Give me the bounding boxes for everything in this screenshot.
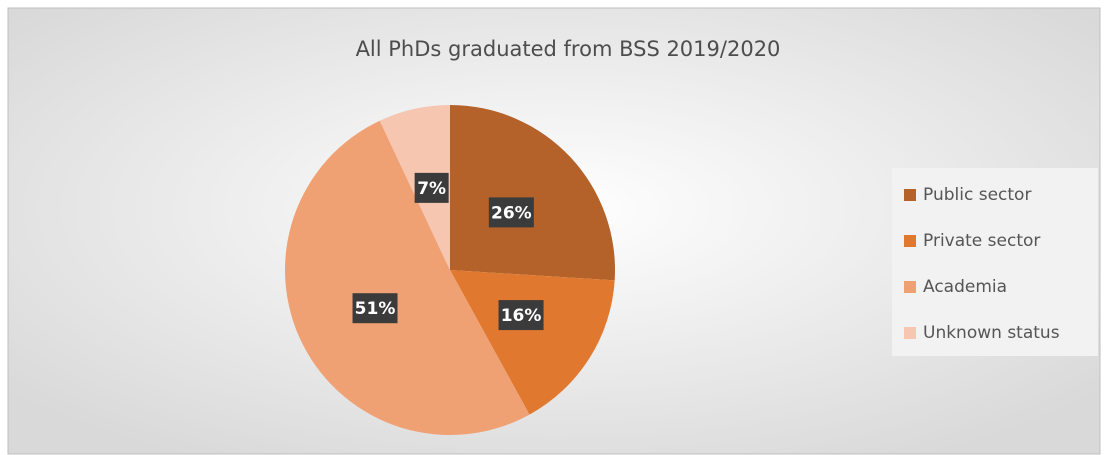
- data-label: 7%: [417, 179, 446, 199]
- legend-label: Unknown status: [923, 323, 1060, 343]
- legend-swatch: [904, 189, 916, 201]
- legend-swatch: [904, 281, 916, 293]
- legend: [892, 168, 1098, 356]
- data-label-box: [498, 300, 544, 331]
- data-label-box: [488, 197, 534, 228]
- legend-label: Academia: [923, 277, 1007, 297]
- pie-slice: [284, 120, 530, 436]
- data-label-box: [414, 172, 449, 203]
- data-label: 51%: [355, 299, 396, 319]
- legend-swatch: [904, 327, 916, 339]
- legend-label: Private sector: [923, 231, 1040, 251]
- data-label: 16%: [501, 306, 542, 326]
- data-label: 26%: [491, 203, 532, 223]
- legend-swatch: [904, 235, 916, 247]
- pie-slice: [450, 105, 616, 281]
- pie-slice: [450, 270, 615, 415]
- data-label-box: [352, 293, 398, 324]
- legend-label: Public sector: [923, 185, 1031, 205]
- chart-title: All PhDs graduated from BSS 2019/2020: [356, 37, 781, 61]
